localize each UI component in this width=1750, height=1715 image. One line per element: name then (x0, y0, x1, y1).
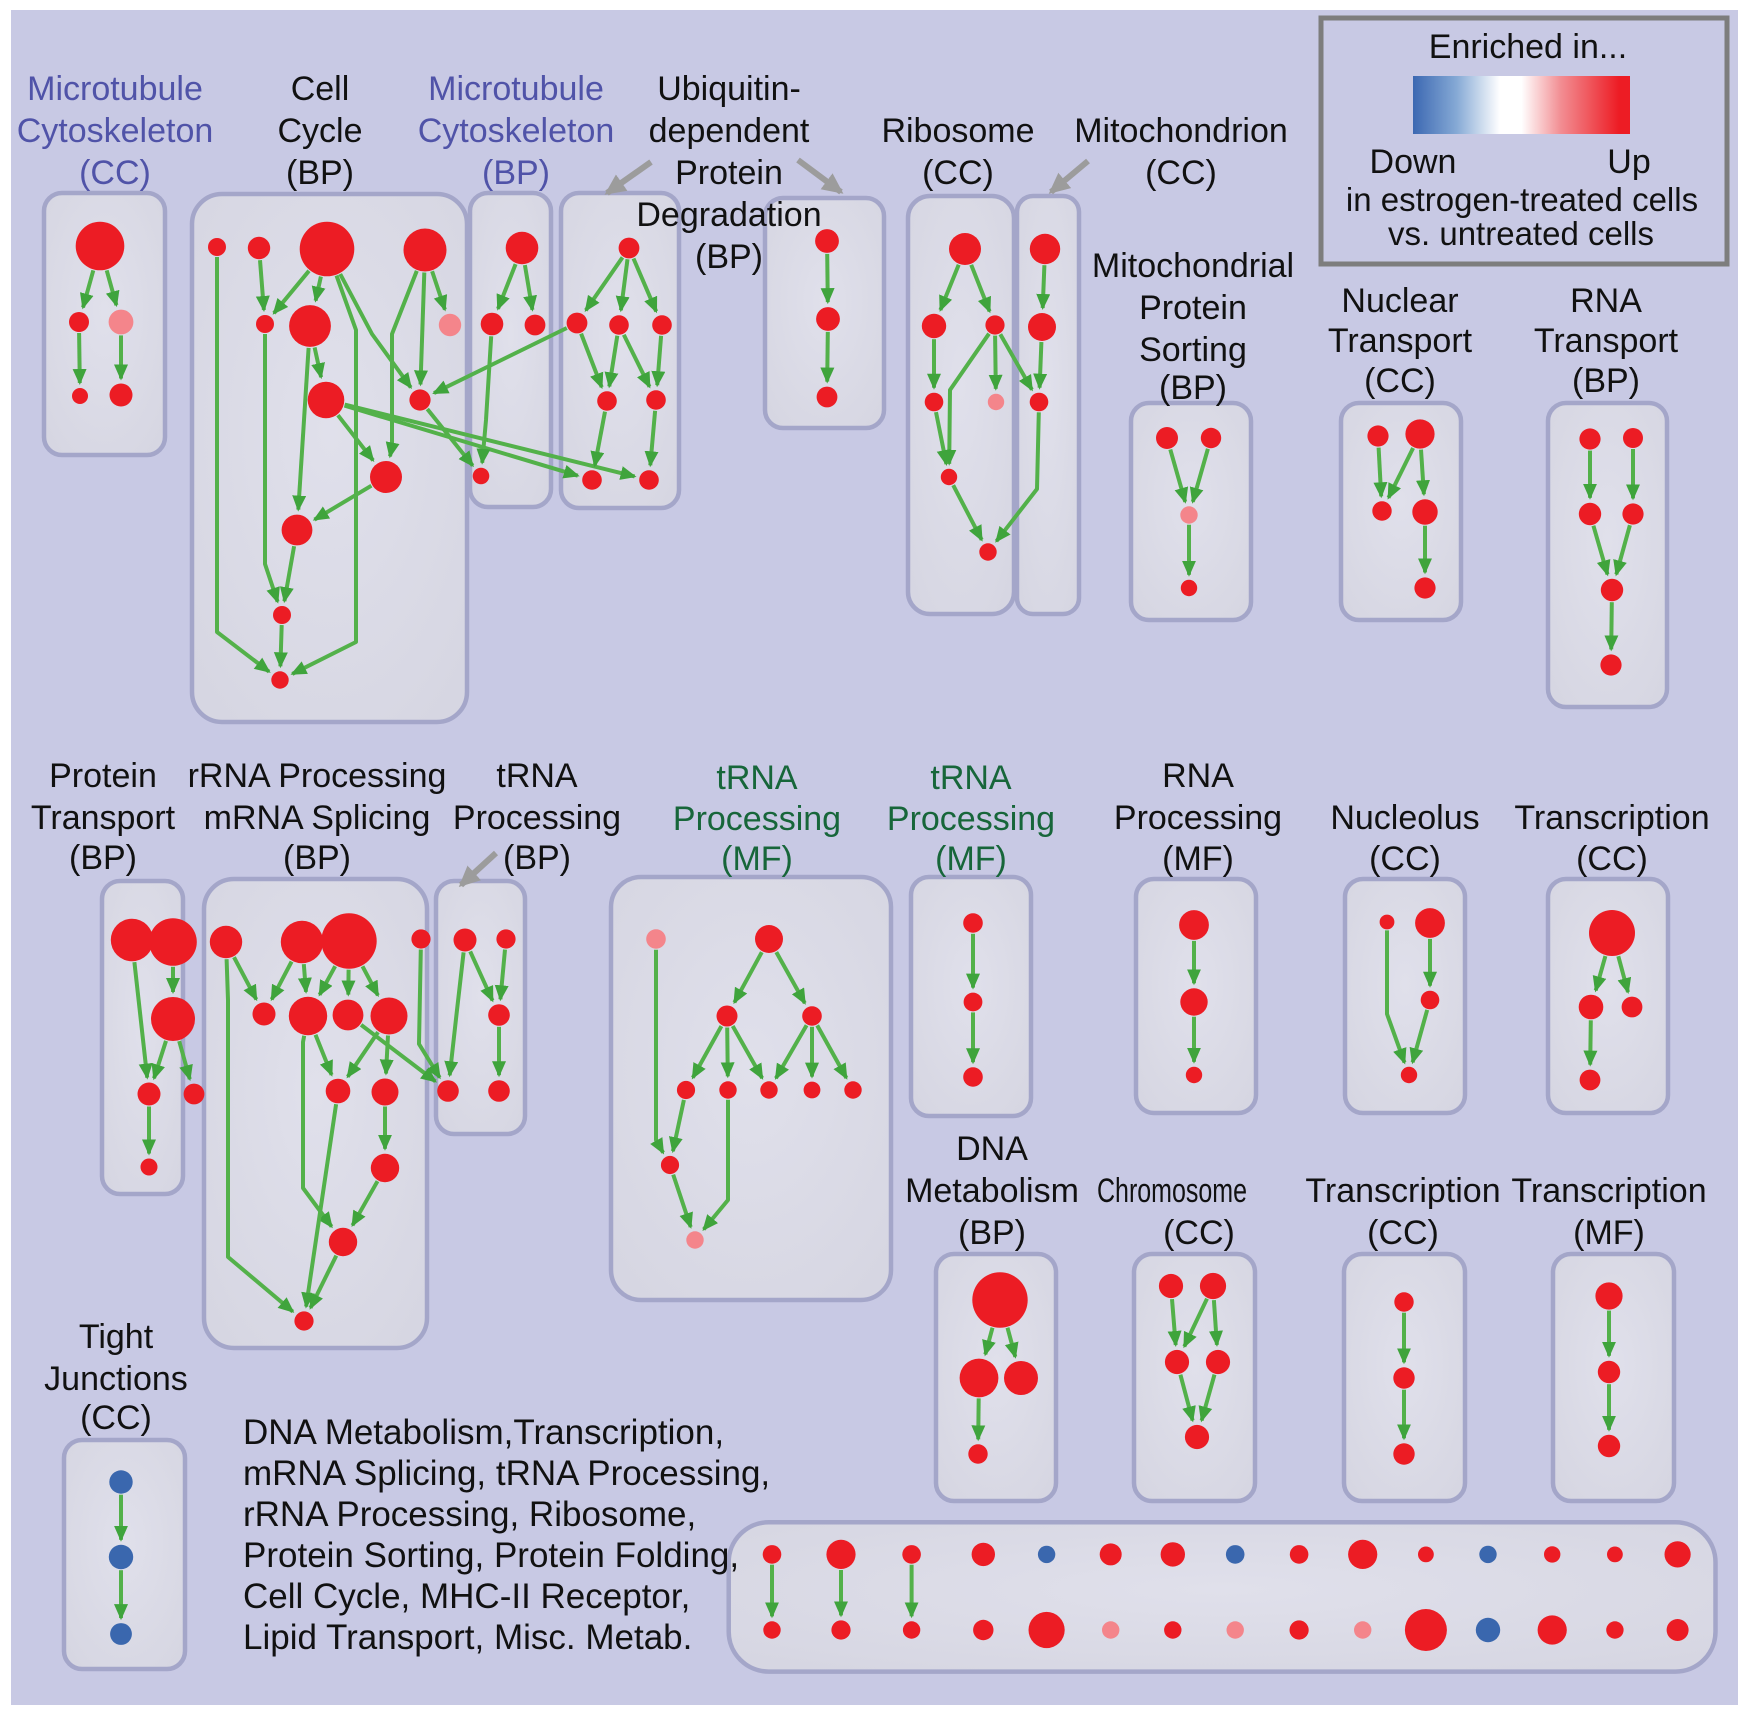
svg-text:Processing: Processing (1114, 799, 1282, 837)
svg-text:Cell: Cell (291, 70, 350, 108)
svg-text:(CC): (CC) (1369, 840, 1441, 878)
svg-text:Protein: Protein (1139, 289, 1247, 327)
svg-text:Cycle: Cycle (277, 112, 362, 150)
svg-text:Transcription: Transcription (1511, 1172, 1706, 1210)
svg-text:(BP): (BP) (286, 154, 354, 192)
svg-text:(MF): (MF) (1573, 1214, 1645, 1252)
svg-text:mRNA Splicing, tRNA Processing: mRNA Splicing, tRNA Processing, (243, 1454, 770, 1493)
svg-text:Enriched in...: Enriched in... (1429, 28, 1627, 66)
svg-text:(MF): (MF) (935, 840, 1007, 878)
svg-text:(MF): (MF) (1162, 840, 1234, 878)
svg-text:Nuclear: Nuclear (1341, 282, 1458, 320)
svg-text:Lipid Transport, Misc. Metab.: Lipid Transport, Misc. Metab. (243, 1618, 692, 1657)
svg-text:in estrogen-treated cells: in estrogen-treated cells (1346, 181, 1698, 218)
svg-text:Mitochondrial: Mitochondrial (1092, 247, 1294, 285)
svg-text:Transport: Transport (1328, 322, 1473, 360)
svg-text:Protein: Protein (49, 757, 157, 795)
svg-text:(CC): (CC) (1367, 1214, 1439, 1252)
svg-text:(BP): (BP) (1159, 369, 1227, 407)
svg-text:tRNA: tRNA (930, 759, 1012, 797)
svg-text:tRNA: tRNA (716, 759, 798, 797)
svg-text:Junctions: Junctions (44, 1360, 188, 1398)
svg-text:RNA: RNA (1162, 757, 1234, 795)
svg-text:Protein Sorting, Protein Foldi: Protein Sorting, Protein Folding, (243, 1536, 739, 1575)
svg-text:Down: Down (1370, 143, 1457, 181)
svg-text:Tight: Tight (79, 1318, 154, 1356)
svg-text:Cytoskeleton: Cytoskeleton (17, 112, 214, 150)
svg-text:(BP): (BP) (958, 1214, 1026, 1252)
svg-text:Nucleolus: Nucleolus (1330, 799, 1479, 837)
svg-text:Transport: Transport (31, 799, 176, 837)
svg-text:Ubiquitin-: Ubiquitin- (657, 70, 801, 108)
svg-text:Metabolism: Metabolism (905, 1172, 1079, 1210)
svg-text:(CC): (CC) (1576, 840, 1648, 878)
svg-text:Chromosome: Chromosome (1097, 1172, 1247, 1210)
svg-text:(CC): (CC) (79, 154, 151, 192)
svg-text:(BP): (BP) (482, 154, 550, 192)
svg-text:DNA: DNA (956, 1130, 1028, 1168)
svg-text:tRNA: tRNA (496, 757, 578, 795)
svg-text:rRNA Processing, Ribosome,: rRNA Processing, Ribosome, (243, 1495, 696, 1534)
svg-text:(BP): (BP) (503, 839, 571, 877)
svg-text:(BP): (BP) (69, 839, 137, 877)
svg-text:Cell Cycle, MHC-II Receptor,: Cell Cycle, MHC-II Receptor, (243, 1577, 690, 1616)
svg-text:RNA: RNA (1570, 282, 1642, 320)
svg-text:(BP): (BP) (695, 238, 763, 276)
svg-text:Microtubule: Microtubule (27, 70, 203, 108)
svg-text:Transcription: Transcription (1305, 1172, 1500, 1210)
svg-text:Cytoskeleton: Cytoskeleton (418, 112, 615, 150)
svg-text:Processing: Processing (887, 800, 1055, 838)
svg-text:Processing: Processing (673, 800, 841, 838)
svg-text:(CC): (CC) (922, 154, 994, 192)
svg-text:Up: Up (1607, 143, 1650, 181)
svg-text:DNA Metabolism,Transcription,: DNA Metabolism,Transcription, (243, 1413, 724, 1452)
svg-text:(MF): (MF) (721, 840, 793, 878)
svg-text:Mitochondrion: Mitochondrion (1074, 112, 1288, 150)
svg-text:Ribosome: Ribosome (881, 112, 1034, 150)
svg-text:Protein: Protein (675, 154, 783, 192)
svg-text:(CC): (CC) (1145, 154, 1217, 192)
svg-text:Transport: Transport (1534, 322, 1679, 360)
svg-text:(BP): (BP) (1572, 362, 1640, 400)
svg-text:(BP): (BP) (283, 839, 351, 877)
svg-text:Processing: Processing (453, 799, 621, 837)
svg-text:Microtubule: Microtubule (428, 70, 604, 108)
svg-text:(CC): (CC) (1364, 362, 1436, 400)
svg-text:Degradation: Degradation (636, 196, 821, 234)
svg-text:dependent: dependent (649, 112, 810, 150)
svg-text:rRNA Processing: rRNA Processing (188, 757, 447, 795)
svg-text:(CC): (CC) (1163, 1214, 1235, 1252)
svg-text:mRNA Splicing: mRNA Splicing (204, 799, 431, 837)
svg-text:Sorting: Sorting (1139, 331, 1247, 369)
svg-text:Transcription: Transcription (1514, 799, 1709, 837)
svg-text:(CC): (CC) (80, 1399, 152, 1437)
svg-text:vs. untreated cells: vs. untreated cells (1388, 215, 1654, 252)
